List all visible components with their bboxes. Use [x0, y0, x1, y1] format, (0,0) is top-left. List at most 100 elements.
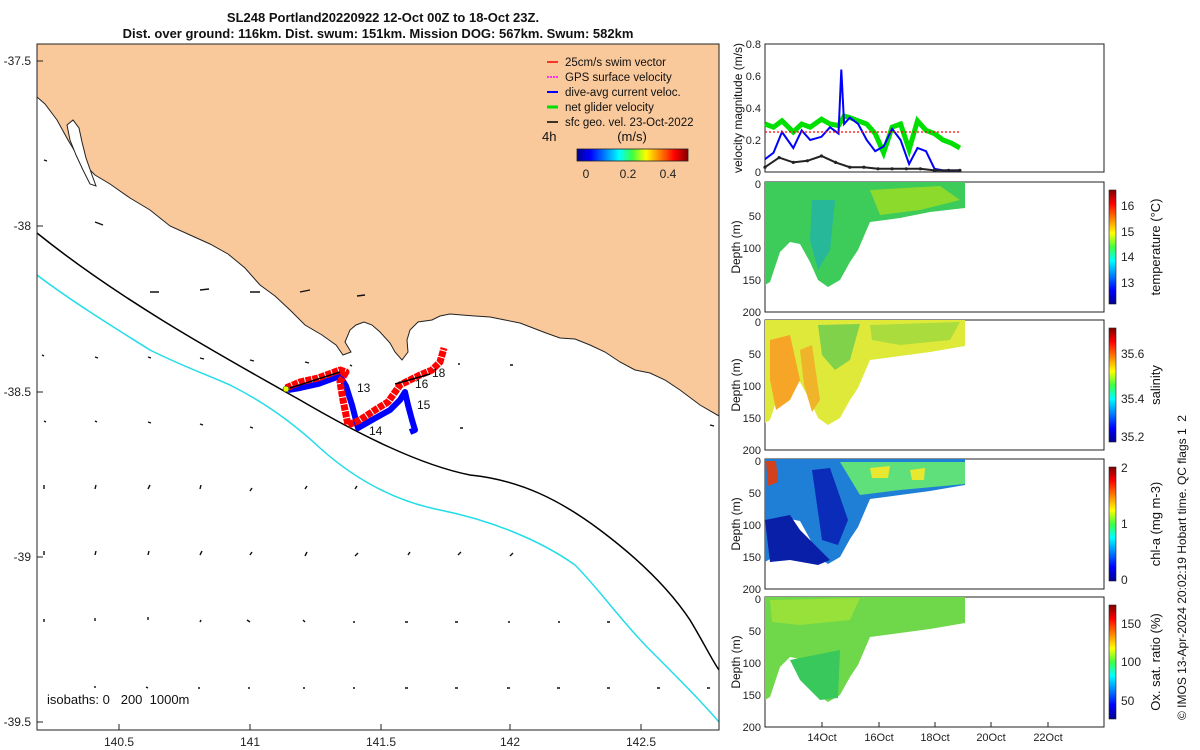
track-label-16: 16 — [415, 377, 429, 391]
speed-colorbar — [576, 148, 689, 162]
temp-y-tick: 50 — [749, 211, 761, 223]
temperature-panel: 0 50 100 150 200 Depth (m) 13 14 15 16 t… — [729, 179, 1163, 319]
legend-label: dive-avg current veloc. — [565, 87, 681, 99]
salinity-low-patch — [818, 324, 860, 370]
velocity-frame — [764, 43, 1105, 173]
map-panel: 13 14 15 16 18 isobaths: 0 200 1000m 140… — [4, 43, 720, 749]
velocity-point — [890, 167, 894, 171]
legend-age-label: 4h — [542, 129, 556, 144]
sal-colorbar-tick: 35.6 — [1121, 347, 1145, 361]
track-label-15: 15 — [417, 398, 431, 412]
chla-y-tick: 150 — [743, 552, 761, 564]
velocity-panel: 0.8 0.6 0.4 0.2 0 velocity magnitude (m/… — [731, 39, 1105, 179]
isobath-1000m — [37, 274, 719, 723]
temp-colorbar-tick: 15 — [1121, 225, 1135, 239]
chla-colorbar — [1108, 466, 1117, 582]
chla-deep-low-patch — [765, 515, 830, 565]
oxygen-high-patch — [770, 598, 860, 625]
current-vector — [43, 159, 366, 297]
sal-colorbar-tick: 35.4 — [1121, 392, 1145, 406]
legend-label: GPS surface velocity — [565, 72, 672, 84]
chla-deep-low-patch — [812, 468, 848, 545]
copyright-note: © IMOS 13-Apr-2024 20:02:19 Hobart time.… — [1175, 415, 1189, 720]
land-mass — [37, 44, 719, 417]
track-label-13: 13 — [357, 381, 371, 395]
time-tick: 20Oct — [976, 732, 1005, 744]
sal-y-tick: 50 — [749, 349, 761, 361]
oxy-y-tick: 50 — [749, 626, 761, 638]
velocity-series-dive-avg-current-veloc- — [764, 69, 960, 172]
chla-y-tick: 0 — [755, 456, 761, 468]
map-x-tick: 141 — [240, 735, 260, 749]
sal-y-tick: 150 — [743, 413, 761, 425]
colorbar-tick: 0.2 — [620, 167, 637, 181]
chla-colorbar-label: chl-a (mg m-3) — [1148, 482, 1163, 567]
temp-y-tick: 0 — [755, 179, 761, 191]
salinity-low-patch — [870, 322, 960, 345]
time-tick: 14Oct — [807, 732, 836, 744]
track-sfc-geo-velocity — [289, 371, 431, 389]
velocity-point — [932, 168, 937, 172]
current-vector — [43, 617, 610, 623]
map-legend: 25cm/s swim vector GPS surface velocity … — [542, 57, 693, 181]
colorbar-tick: 0.4 — [660, 167, 677, 181]
salinity-high-patch — [770, 335, 800, 410]
velocity-y-tick: 0.4 — [746, 103, 761, 115]
velocity-point — [819, 154, 824, 158]
sal-colorbar-tick: 35.2 — [1121, 430, 1145, 444]
oxygen-panel: 0 50 100 150 200 Depth (m) 50 100 150 Ox… — [729, 594, 1163, 744]
map-y-tick: -38.5 — [4, 385, 32, 399]
legend-label: sfc geo. vel. 23-Oct-2022 — [565, 117, 693, 129]
map-frame — [36, 43, 720, 731]
chla-colorbar-tick: 1 — [1121, 517, 1128, 531]
oxygen-low-patch — [790, 650, 840, 700]
chla-y-label: Depth (m) — [729, 497, 743, 550]
velocity-point — [805, 159, 810, 163]
legend-item-sfc-geo: sfc geo. vel. 23-Oct-2022 — [547, 117, 693, 129]
current-vector — [43, 420, 715, 429]
map-x-tick: 141.5 — [366, 735, 396, 749]
temp-y-tick: 100 — [743, 243, 761, 255]
track-label-14: 14 — [369, 424, 383, 438]
sal-y-tick: 100 — [743, 381, 761, 393]
salinity-high-patch — [800, 345, 820, 412]
colorbar-tick: 0 — [583, 167, 590, 181]
temperature-warm-patch — [870, 186, 960, 215]
temp-colorbar-label: temperature (°C) — [1148, 199, 1163, 296]
legend-item-dive-avg: dive-avg current veloc. — [547, 87, 681, 99]
current-vector — [94, 686, 710, 689]
time-axis — [821, 722, 1049, 727]
velocity-point — [834, 160, 838, 164]
velocity-point — [862, 165, 866, 169]
coastal-lake — [66, 119, 97, 187]
current-vector — [43, 550, 514, 557]
time-tick: 22Oct — [1033, 732, 1062, 744]
velocity-point — [918, 167, 923, 171]
oxy-colorbar-label: Ox. sat. ratio (%) — [1148, 613, 1163, 711]
oxy-colorbar-tick: 50 — [1121, 694, 1135, 708]
velocity-y-tick: 0 — [755, 167, 761, 179]
sal-y-label: Depth (m) — [729, 358, 743, 411]
temp-y-label: Depth (m) — [729, 220, 743, 273]
sal-y-tick: 0 — [755, 317, 761, 329]
track-label-18: 18 — [432, 366, 446, 380]
velocity-y-tick: 0.6 — [746, 71, 761, 83]
velocity-point — [876, 167, 880, 171]
temperature-cool-patch — [810, 200, 835, 270]
legend-item-gps-velocity: GPS surface velocity — [547, 72, 672, 84]
figure-title-line2: Dist. over ground: 116km. Dist. swum: 15… — [123, 26, 634, 41]
velocity-point — [777, 156, 781, 160]
map-y-tick: -39.5 — [4, 715, 32, 729]
chla-surface-max-patch — [766, 461, 778, 486]
oxy-y-tick: 100 — [743, 658, 761, 670]
legend-item-swim-vector: 25cm/s swim vector — [547, 57, 666, 69]
velocity-point — [904, 167, 908, 171]
time-tick: 18Oct — [920, 732, 949, 744]
sal-y-tick: 200 — [743, 445, 761, 457]
velocity-point — [848, 165, 852, 169]
glider-track — [282, 347, 448, 435]
colorbar-unit: (m/s) — [617, 129, 647, 144]
isobaths-note: isobaths: 0 200 1000m — [47, 692, 189, 707]
legend-label: net glider velocity — [565, 102, 654, 114]
